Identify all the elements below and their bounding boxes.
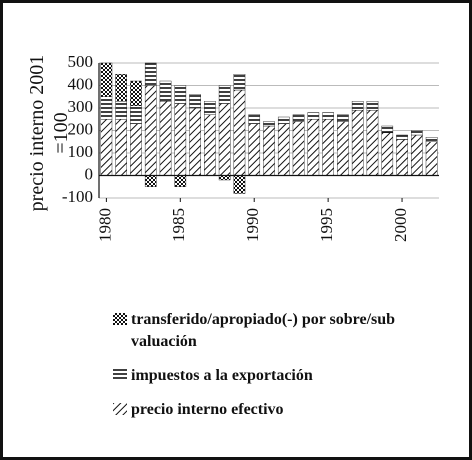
bar-segment	[204, 114, 216, 176]
plot: -100 0 100 200 300 400 500 1980 1985 1990 1995 2000	[62, 52, 439, 242]
bar-segment	[189, 107, 201, 176]
bar-segment	[218, 103, 231, 176]
bar-segment	[115, 74, 127, 102]
bar-segment	[322, 112, 334, 120]
bar-segment	[396, 139, 408, 176]
bar-segment	[248, 114, 261, 124]
x-tick-label: 2000	[391, 208, 410, 242]
y-tick-label: 300	[68, 97, 94, 116]
bar-segment	[218, 175, 231, 181]
bar-segment	[277, 123, 290, 176]
bar-segment	[189, 94, 201, 109]
x-tick-label: 1995	[317, 208, 336, 242]
bar-segment	[204, 101, 216, 115]
bar-segment	[174, 175, 187, 187]
legend-entry: impuestos a la exportación	[113, 365, 413, 387]
bar-segment	[130, 80, 142, 106]
bar-segment	[233, 74, 246, 91]
bar-segment	[174, 85, 187, 104]
bar-segment	[337, 114, 349, 122]
bar-segment	[144, 85, 157, 176]
y-axis-label: precio interno 2001 =100	[26, 54, 72, 212]
bar-segment	[130, 105, 142, 124]
legend-entry: transferido/apropiado(-) por sobre/sub v…	[113, 309, 413, 353]
bar-segment	[100, 119, 113, 176]
bar-segment	[337, 121, 349, 176]
bar-segment	[233, 175, 246, 194]
bar-segment	[366, 101, 379, 111]
y-tick-label: 0	[85, 164, 94, 183]
bar-segment	[159, 101, 172, 176]
bar-segment	[307, 112, 320, 120]
bar-segment	[130, 123, 142, 176]
legend-label: impuestos a la exportación	[131, 367, 313, 384]
bar-segment	[115, 119, 127, 176]
x-tick-label: 1990	[243, 208, 262, 242]
bar-segment	[218, 85, 231, 104]
bar-segment	[396, 134, 408, 140]
legend-entry: precio interno efectivo	[113, 399, 413, 421]
bar-segment	[425, 137, 438, 142]
legend-swatch	[113, 369, 127, 381]
bar-segment	[292, 121, 305, 176]
y-tick-label: 400	[68, 74, 94, 93]
bar-segment	[381, 132, 394, 176]
bar-segment	[351, 101, 364, 111]
bar-segment	[307, 119, 320, 176]
bar-segment	[292, 114, 305, 122]
bar-segment	[366, 110, 379, 176]
legend: transferido/apropiado(-) por sobre/sub v…	[113, 309, 413, 433]
bar-segment	[322, 119, 334, 176]
bar-segment	[277, 116, 290, 124]
bar-segment	[411, 130, 423, 136]
legend-label: precio interno efectivo	[131, 401, 284, 418]
bar-segment	[159, 80, 172, 102]
bar-segment	[144, 62, 157, 86]
bar-segment	[174, 103, 187, 176]
y-tick-label: 100	[68, 142, 94, 161]
legend-swatch	[113, 313, 127, 325]
bar-segment	[115, 101, 127, 120]
y-tick-label: 200	[68, 119, 94, 138]
bar-segment	[248, 123, 261, 176]
bar-segment	[425, 141, 438, 176]
y-tick-label: -100	[62, 187, 93, 206]
bar-segment	[351, 110, 364, 176]
x-tick-label: 1985	[169, 208, 188, 242]
bar-segment	[100, 96, 113, 120]
bar-segment	[144, 175, 157, 187]
bar-segment	[233, 89, 246, 176]
x-tick-label: 1980	[95, 208, 114, 242]
legend-swatch	[113, 403, 127, 415]
legend-label: transferido/apropiado(-) por sobre/sub v…	[131, 311, 396, 350]
y-tick-label: 500	[68, 52, 94, 71]
bar-segment	[411, 134, 423, 176]
bar-segment	[100, 62, 113, 97]
bar-segment	[263, 121, 275, 127]
bar-segment	[263, 125, 275, 176]
bar-segment	[381, 125, 394, 133]
